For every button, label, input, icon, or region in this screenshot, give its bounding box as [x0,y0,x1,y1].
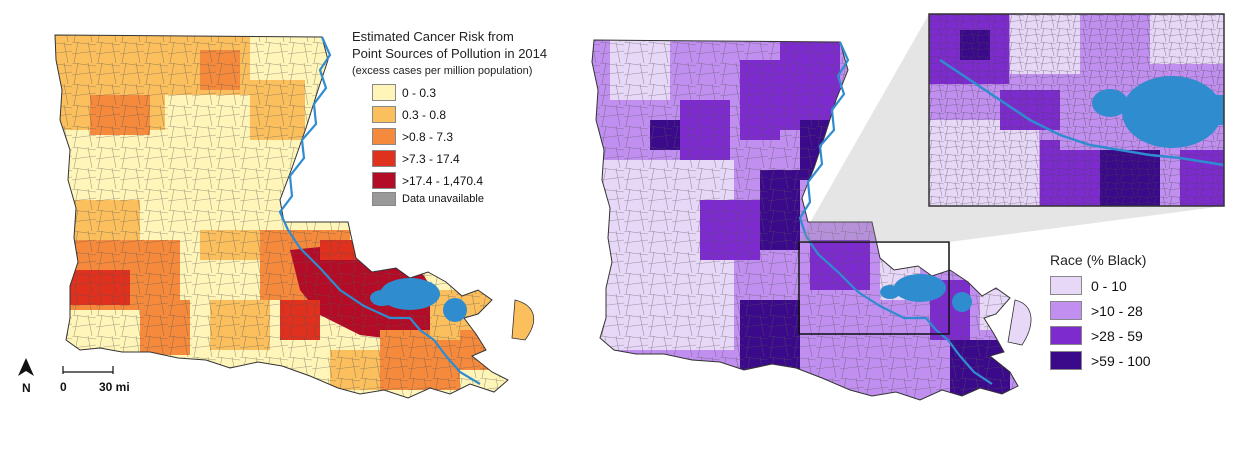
legend-label: >7.3 - 17.4 [402,151,460,166]
north-label: N [22,381,31,395]
race-legend-title: Race (% Black) [1050,252,1147,268]
lake-pontchartrain-left [380,278,440,310]
north-arrow-icon [18,358,34,376]
legend-swatch [372,128,396,145]
cancer-legend-subtitle: (excess cases per million population) [352,65,533,77]
legend-swatch [372,192,396,206]
cancer-risk-map [54,34,535,399]
cancer-legend-item: >17.4 - 1,470.4 [372,172,483,189]
race-legend-item: 0 - 10 [1050,276,1127,295]
race-legend-item: >59 - 100 [1050,351,1151,370]
legend-label: Data unavailable [402,193,484,205]
cancer-legend-item: 0 - 0.3 [372,84,436,101]
race-legend-item: >10 - 28 [1050,301,1143,320]
inset-extent-box [798,241,950,335]
cancer-legend-item: >7.3 - 17.4 [372,150,460,167]
mississippi-river-left [278,36,481,385]
legend-swatch [1050,276,1082,295]
legend-label: >17.4 - 1,470.4 [402,173,484,188]
legend-label: 0 - 10 [1091,277,1127,294]
inset-map [928,13,1225,207]
legend-label: >28 - 59 [1091,327,1143,344]
legend-label: >10 - 28 [1091,302,1143,319]
cancer-legend-item: >0.8 - 7.3 [372,128,453,145]
cancer-legend-title-line1: Estimated Cancer Risk from [352,29,514,44]
cancer-legend-title-line2: Point Sources of Pollution in 2014 [352,46,548,61]
scale-start: 0 [60,380,67,394]
legend-swatch [1050,351,1082,370]
cancer-legend-item: Data unavailable [372,192,484,206]
cancer-legend-item: 0.3 - 0.8 [372,106,446,123]
legend-swatch [372,150,396,167]
legend-swatch [372,172,396,189]
legend-label: >59 - 100 [1091,352,1151,369]
scale-end: 30 mi [99,380,130,394]
scale-bar [62,366,114,374]
race-legend-item: >28 - 59 [1050,326,1143,345]
legend-swatch [372,84,396,101]
legend-swatch [1050,301,1082,320]
legend-swatch [372,106,396,123]
legend-label: >0.8 - 7.3 [402,129,454,144]
legend-label: 0 - 0.3 [402,85,437,100]
legend-label: 0.3 - 0.8 [402,107,447,122]
lake-pontchartrain-right [894,274,946,302]
legend-swatch [1050,326,1082,345]
